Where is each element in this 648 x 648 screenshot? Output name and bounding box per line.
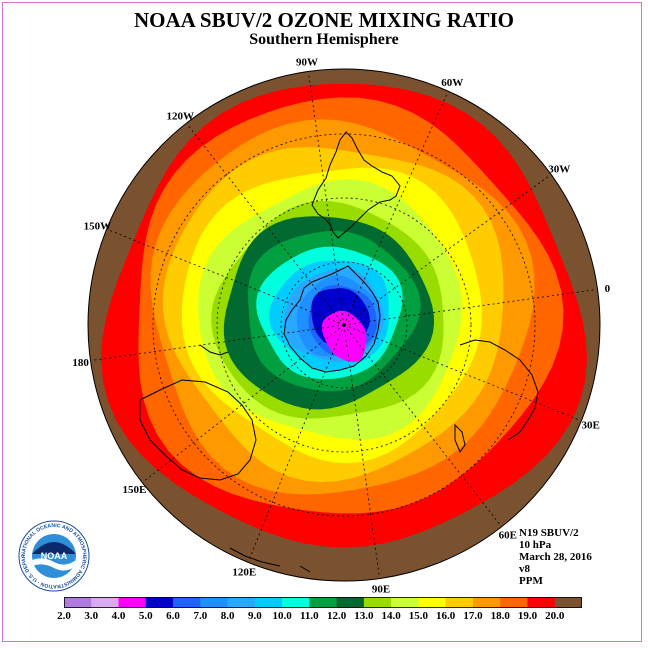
colorbar-swatch [145,597,174,608]
antarctica-coast [283,265,381,373]
colorbar-tick-label: 4.0 [111,610,126,622]
longitude-label: 120W [166,110,194,122]
latitude-circle [216,197,472,453]
globe-outline [87,68,601,582]
colorbar-swatch [91,597,119,608]
longitude-label: 120E [232,567,256,579]
colorbar-tick-label: 12.0 [327,610,347,622]
colorbar-tick-label: 9.0 [247,610,262,622]
colorbar-tick-label: 20.0 [545,610,565,622]
colorbar-swatch [445,597,474,608]
longitude-label: 60E [499,530,517,542]
colorbar-tick-label: 17.0 [463,610,483,622]
longitude-label: 90E [372,583,390,595]
colorbar-ticks: 2.0 3.0 4.0 5.0 6.0 7.0 8.0 9.0 10.0 11.0 12.0 13.0… [0,610,648,624]
longitude-label: 0 [605,283,611,295]
longitude-label: 90W [296,57,318,69]
coastlines [139,131,539,573]
colorbar-swatch [418,597,446,608]
colorbar-tick-label: 5.0 [138,610,153,622]
africa-coast [459,339,539,441]
longitude-label: 150E [122,484,146,496]
frame-border [2,2,642,642]
new-zealand-coast [199,344,229,356]
pressure-label: 10 hPa [519,539,552,551]
unit-label: PPM [519,575,543,587]
colorbar-swatch [64,597,92,608]
map-subtitle: Southern Hemisphere [249,31,399,48]
colorbar-tick-label: 13.0 [354,610,374,622]
latitude-circle [152,133,536,517]
colorbar-swatch [200,597,228,608]
colorbar-tick-label: 2.0 [57,610,71,622]
colorbar-tick-label: 14.0 [381,610,401,622]
colorbar-swatch [472,597,501,608]
colorbar-swatch [254,597,283,608]
colorbar-swatch [391,597,419,608]
colorbar-swatch [363,597,392,608]
longitude-label: 150W [84,220,112,232]
map-title: NOAA SBUV/2 OZONE MIXING RATIO [134,8,514,32]
colorbar-swatch [336,597,365,608]
colorbar-tick-label: 6.0 [166,610,180,622]
colorbar-swatch [554,597,582,608]
madagascar-coast [454,423,466,454]
colorbar-swatch [527,597,556,608]
longitude-label: 30W [548,164,570,176]
australia-coast [139,379,257,481]
colorbar-swatch [309,597,337,608]
colorbar-swatch [282,597,310,608]
longitude-label: 60W [441,77,463,89]
logo-text: NOAA [41,551,68,561]
colorbar-tick-label: 19.0 [517,610,538,622]
colorbar-tick-label: 16.0 [436,610,456,622]
longitude-label: 180 [72,357,89,369]
colorbar [64,597,582,608]
colorbar-swatch [227,597,256,608]
colorbar-tick-label: 10.0 [272,610,292,622]
south-america-coast [311,131,401,239]
colorbar-tick-label: 11.0 [300,610,319,622]
islands-south [229,547,311,573]
lat-lon-grid [90,71,598,579]
colorbar-tick-label: 15.0 [408,610,429,622]
colorbar-swatch [118,597,147,608]
ozone-contours [101,83,587,548]
satellite-label: N19 SBUV/2 [519,527,579,539]
noaa-logo: NATIONAL OCEANIC AND ATMOSPHERIC ADMINIS… [18,520,90,592]
date-label: March 28, 2016 [519,551,592,563]
colorbar-swatch [173,597,201,608]
info-block: N19 SBUV/2 10 hPa March 28, 2016 v8 PPM [519,527,592,587]
colorbar-tick-label: 3.0 [84,610,99,622]
colorbar-tick-label: 7.0 [193,610,208,622]
longitude-label: 30E [581,420,599,432]
longitude-labels: 90W 60W 30W 0 30E 60E 90E 120E 150E 180 150W 120W [72,57,610,596]
version-label: v8 [519,563,530,575]
colorbar-swatch [500,597,528,608]
colorbar-tick-label: 18.0 [490,610,510,622]
colorbar-tick-label: 8.0 [220,610,235,622]
latitude-circle [280,261,408,389]
